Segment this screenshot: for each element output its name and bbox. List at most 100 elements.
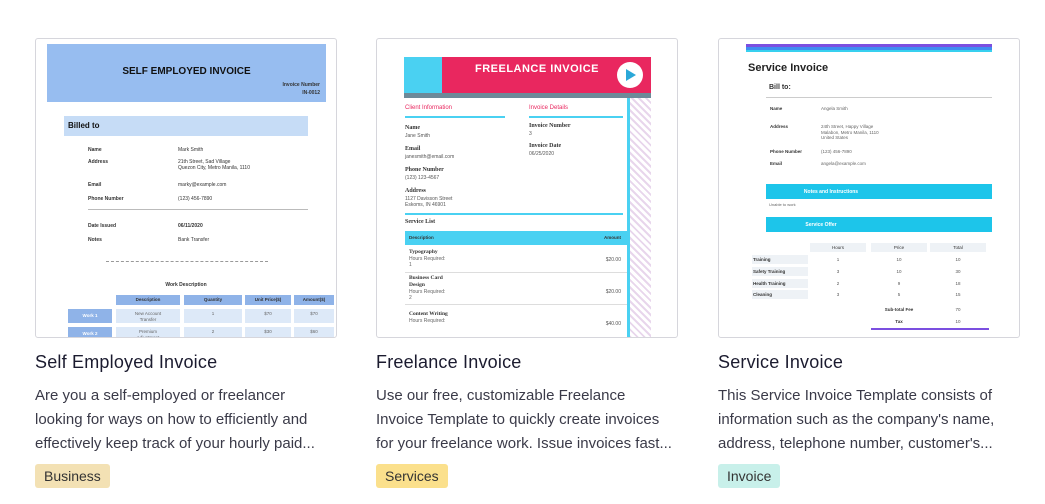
shape <box>294 327 334 337</box>
text: Work Description <box>165 282 207 288</box>
text: 06/11/2020 <box>178 223 203 229</box>
text: Address <box>770 124 789 129</box>
text: Name <box>405 125 420 131</box>
text: Bank Transfer <box>178 237 210 243</box>
shape <box>810 243 866 252</box>
shape <box>245 309 291 323</box>
text: Address <box>88 159 109 165</box>
shape <box>405 231 627 245</box>
card-description: This Service Invoice Template consists o… <box>718 387 995 452</box>
text: 10 <box>955 319 961 324</box>
text: Phone Number <box>88 196 124 202</box>
text: Training <box>753 257 771 262</box>
text: 06/25/2020 <box>529 151 555 157</box>
card-title[interactable]: Service Invoice <box>718 352 844 372</box>
text: 10 <box>896 269 902 274</box>
text: Description <box>409 235 434 240</box>
text: Date Issued <box>88 223 117 229</box>
shape <box>871 243 927 252</box>
template-card[interactable]: Service Invoice Bill to: Name Angela Smith A… <box>718 0 1020 504</box>
preview[interactable]: Service Invoice Bill to: Name Angela Smith A… <box>718 38 1020 338</box>
text: Service Offer <box>805 222 837 228</box>
shape <box>746 47 992 50</box>
shape <box>116 327 180 337</box>
text: Work 1 <box>82 313 98 318</box>
text: 1 <box>836 257 840 262</box>
card-title[interactable]: Freelance Invoice <box>376 352 522 372</box>
text: Hours Required: <box>409 318 446 324</box>
text: Description <box>135 297 161 302</box>
shape <box>88 209 308 210</box>
text: Billed to <box>68 121 100 130</box>
card-title[interactable]: Self Employed Invoice <box>35 352 218 372</box>
shape <box>245 327 291 337</box>
text: 15 <box>955 292 961 297</box>
shape <box>404 57 442 93</box>
text: Service Invoice <box>748 62 829 74</box>
preview[interactable]: FREELANCE INVOICE Client Information Invoi… <box>376 38 678 338</box>
text: janesmith@email.com <box>405 154 455 160</box>
text: Typography <box>409 249 438 255</box>
text: Email <box>405 146 421 152</box>
text: Hours Required: 2 <box>409 289 446 302</box>
text: 3 <box>836 269 840 274</box>
shape <box>294 295 334 305</box>
text: Business Card Design <box>409 275 443 288</box>
tag[interactable]: Services <box>376 464 448 488</box>
text: Notes <box>88 237 102 243</box>
shape <box>405 116 505 118</box>
text: IN-0012 <box>302 90 320 96</box>
text: Total <box>953 245 963 250</box>
template-card[interactable]: FREELANCE INVOICE Client Information Invoi… <box>376 0 678 504</box>
text: Phone Number <box>770 149 803 154</box>
text: 5 <box>897 292 901 297</box>
shape <box>752 290 808 299</box>
text: (123) 123-4567 <box>405 175 440 181</box>
text: $20.00 <box>605 257 621 263</box>
shape <box>766 97 992 98</box>
shape <box>64 116 308 136</box>
text: 3 <box>836 292 840 297</box>
text: Health Training <box>753 281 786 286</box>
text: Invoice Number <box>529 123 571 129</box>
text: Hours <box>831 245 844 250</box>
text: Amount($) <box>302 297 326 302</box>
shape <box>752 279 808 288</box>
shape <box>630 98 651 337</box>
text: Amount <box>604 235 621 240</box>
text: Content Writing <box>409 311 448 317</box>
text: Invoice Details <box>529 105 569 111</box>
shape <box>442 57 651 93</box>
preview[interactable]: SELF EMPLOYED INVOICE Invoice Number IN-00… <box>35 38 337 338</box>
template-card[interactable]: SELF EMPLOYED INVOICE Invoice Number IN-00… <box>35 0 337 504</box>
text: (123) 456-7890 <box>178 196 213 202</box>
tag[interactable]: Business <box>35 464 110 488</box>
text: 1 <box>211 311 215 316</box>
text: Phone Number <box>405 167 444 173</box>
text: Bill to: <box>769 84 791 91</box>
text: angela@example.com <box>821 161 866 166</box>
text: Name <box>88 147 102 153</box>
text: Unable to work <box>769 202 796 207</box>
shape <box>752 255 808 264</box>
shape <box>68 309 112 323</box>
shape <box>930 243 986 252</box>
text: Client Information <box>405 105 453 111</box>
shape <box>752 267 808 276</box>
text: Sub-total Fee <box>884 307 914 312</box>
text: Safety Training <box>753 269 786 274</box>
shape <box>746 50 992 52</box>
text: Name <box>770 106 783 111</box>
text: Email <box>770 161 783 166</box>
tag[interactable]: Invoice <box>718 464 781 488</box>
text: Mark Smith <box>178 147 204 153</box>
text: $60 <box>310 329 318 334</box>
shape <box>184 327 242 337</box>
shape <box>184 295 242 305</box>
text: Jane Smith <box>405 133 431 139</box>
text: 2 <box>836 281 840 286</box>
shape <box>746 44 992 47</box>
text: Tax <box>895 319 903 324</box>
card-description: Use our free, customizable Freelance Inv… <box>376 387 672 452</box>
text: Angela Smith <box>821 106 848 111</box>
